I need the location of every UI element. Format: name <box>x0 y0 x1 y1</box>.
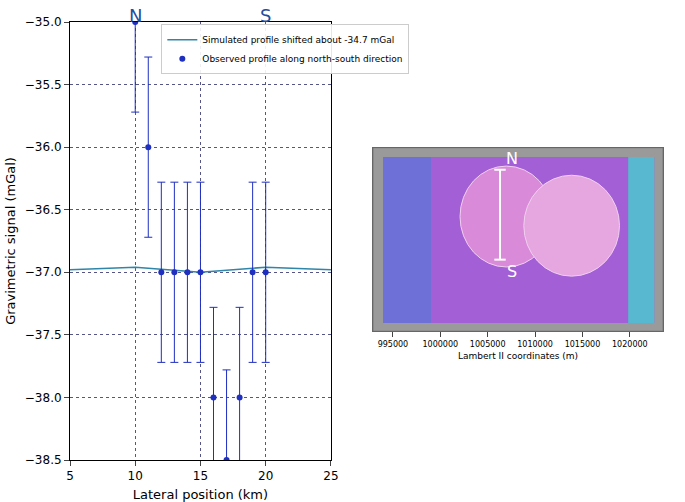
svg-text:−38.0: −38.0 <box>25 391 62 405</box>
svg-text:1005000: 1005000 <box>470 340 506 349</box>
svg-text:1000000: 1000000 <box>422 340 458 349</box>
svg-text:N: N <box>506 149 518 168</box>
svg-text:S: S <box>507 262 517 281</box>
svg-text:20: 20 <box>258 469 273 483</box>
svg-text:1010000: 1010000 <box>517 340 553 349</box>
svg-text:−37.0: −37.0 <box>25 265 62 279</box>
svg-text:Lambert II coordinates (m): Lambert II coordinates (m) <box>458 351 578 361</box>
svg-text:25: 25 <box>323 469 338 483</box>
svg-text:15: 15 <box>193 469 208 483</box>
svg-text:−36.0: −36.0 <box>25 140 62 154</box>
svg-text:1020000: 1020000 <box>612 340 648 349</box>
svg-text:Simulated profile shifted abou: Simulated profile shifted about -34.7 mG… <box>202 35 394 45</box>
svg-text:Gravimetric signal (mGal): Gravimetric signal (mGal) <box>3 157 18 325</box>
svg-text:−37.5: −37.5 <box>25 328 62 342</box>
svg-text:S: S <box>260 5 271 26</box>
svg-text:N: N <box>129 5 142 26</box>
svg-text:Lateral position (km): Lateral position (km) <box>133 487 268 502</box>
svg-text:−38.5: −38.5 <box>25 453 62 467</box>
svg-text:10: 10 <box>128 469 143 483</box>
svg-text:−35.0: −35.0 <box>25 15 62 29</box>
svg-text:−36.5: −36.5 <box>25 203 62 217</box>
svg-text:−35.5: −35.5 <box>25 78 62 92</box>
svg-text:Observed profile along north-s: Observed profile along north-south direc… <box>202 54 402 64</box>
svg-text:995000: 995000 <box>378 340 409 349</box>
svg-text:5: 5 <box>66 469 74 483</box>
svg-text:1015000: 1015000 <box>565 340 601 349</box>
